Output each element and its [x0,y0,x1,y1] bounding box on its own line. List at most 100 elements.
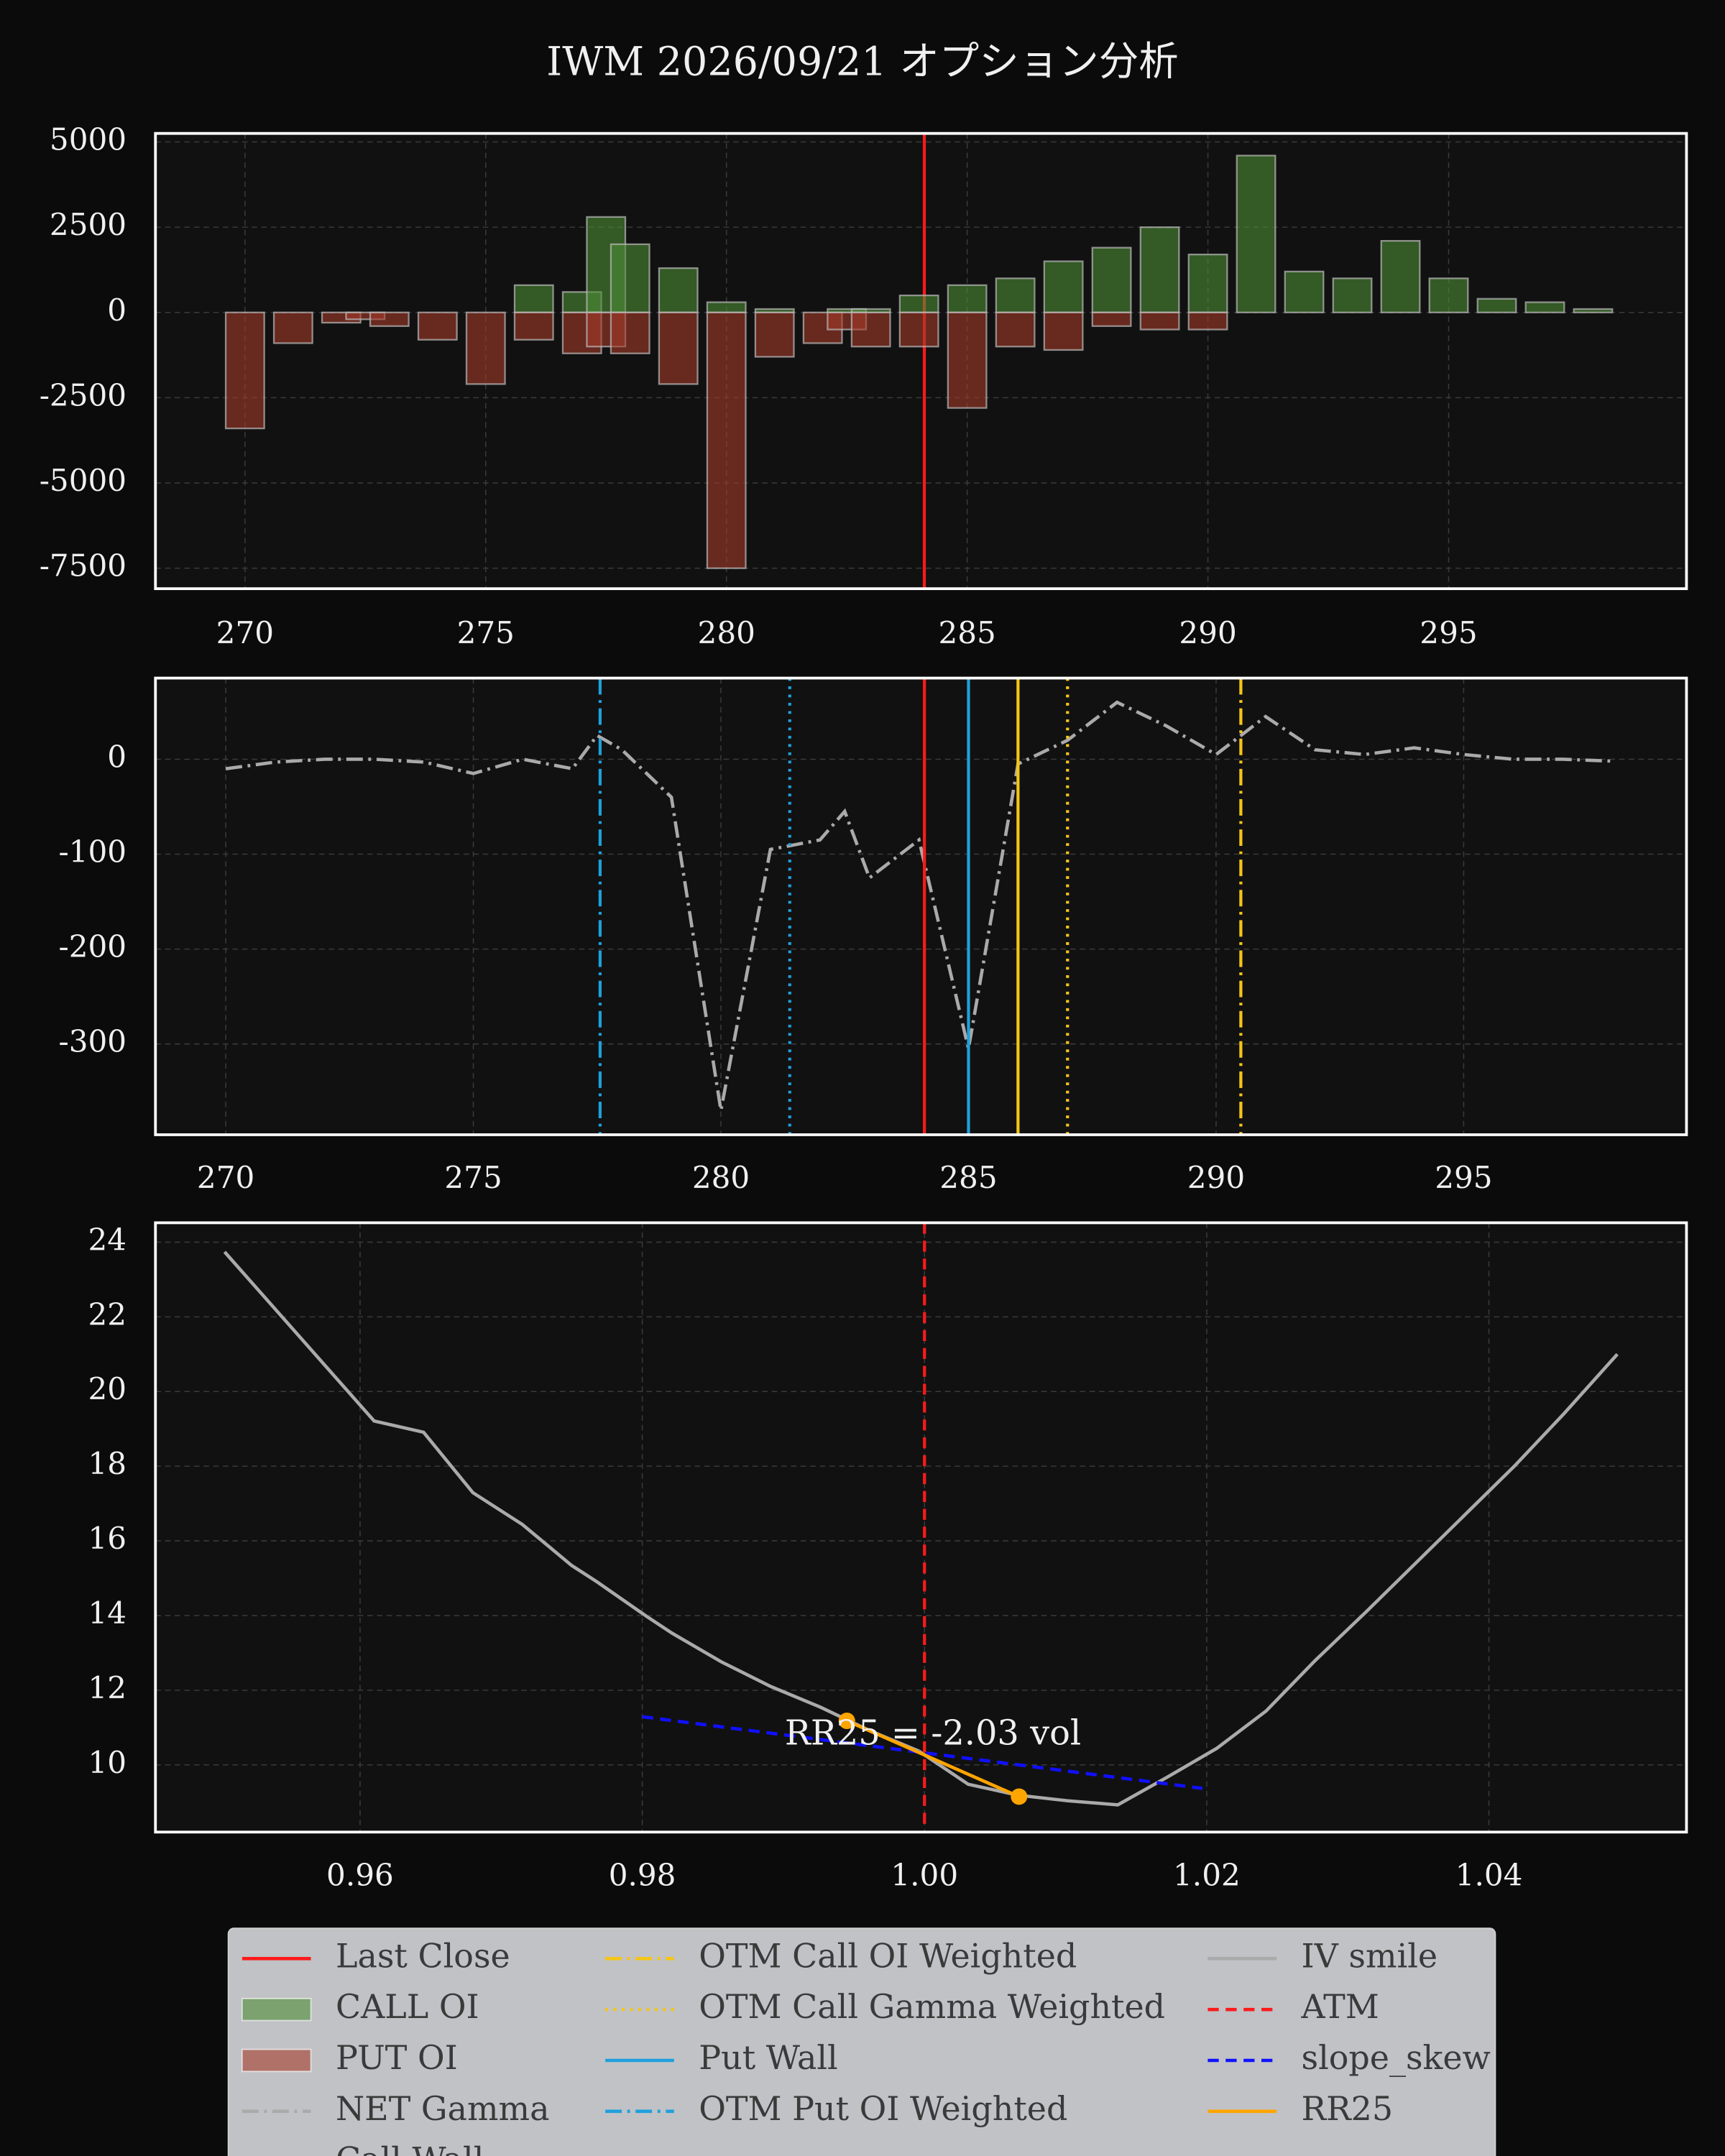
bar [898,294,939,313]
legend-patch [241,2048,312,2073]
y-tick-label: 0 [107,739,126,774]
x-tick-label: 270 [197,1160,254,1195]
bar [706,311,747,569]
bar [1043,311,1084,351]
bar [706,301,747,313]
plot-frame [154,1221,1688,1834]
legend-label: OTM Put OI Weighted [699,2089,1067,2128]
legend-label: NET Gamma [336,2089,549,2128]
bar [1187,311,1228,331]
x-tick-label: 280 [698,615,755,650]
bar [1091,311,1132,327]
legend-label: PUT OI [336,2038,458,2077]
y-tick-label: 5000 [50,122,126,157]
bar [513,284,554,313]
plot-layer [224,133,1614,589]
plot-area [155,1222,1687,1833]
bar [947,311,988,409]
y-tick-label: 2500 [50,207,126,242]
y-tick-label: 10 [88,1745,126,1780]
bar [417,311,458,341]
plot-layer [223,1222,1619,1833]
legend-patch [241,1997,312,2022]
marker [838,1712,855,1729]
bar [1332,277,1373,313]
bar [465,311,506,385]
legend-label: Last Close [336,1936,510,1975]
y-tick-label: -5000 [40,463,126,498]
plot-area [155,678,1687,1135]
bar [369,311,410,327]
legend-label: OTM Call OI Weighted [699,1936,1077,1975]
annotation: RR25 = -2.03 vol [785,1714,1081,1754]
y-tick-label: 20 [88,1371,126,1406]
bar [513,311,554,341]
x-tick-label: 1.04 [1455,1857,1523,1892]
legend-label: slope_skew [1302,2038,1491,2077]
bar [1139,311,1180,331]
bar [1091,247,1132,313]
plot-frame [154,132,1688,591]
bar [898,311,939,348]
plot-frame [154,676,1688,1136]
bar [1284,270,1325,313]
bar [1187,253,1228,313]
legend-label: ATM [1301,1987,1379,2026]
bar [224,311,265,430]
plot-area [155,133,1687,589]
bar [658,267,699,313]
y-tick-label: 22 [88,1296,126,1332]
legend: Last Close CALL OI PUT OI NET Gamma Call Wal… [227,1927,1496,2156]
x-tick-label: 290 [1179,615,1236,650]
plot-layer [225,678,1613,1135]
bar [1380,239,1421,313]
x-tick-label: 275 [457,615,515,650]
legend-label: Put Wall [699,2038,837,2077]
y-tick-label: 24 [88,1222,126,1257]
bar [754,311,795,358]
x-tick-label: 285 [939,1160,997,1195]
y-tick-label: 0 [107,292,126,328]
x-tick-label: 275 [444,1160,502,1195]
bar [1043,260,1084,313]
x-tick-label: 1.02 [1173,1857,1241,1892]
bar [1428,277,1469,313]
bar [1476,298,1517,313]
bar [610,311,650,354]
bar [1524,301,1565,313]
x-tick-label: 295 [1435,1160,1492,1195]
bar [658,311,699,385]
legend-box [227,1927,1496,2156]
bar [995,311,1036,348]
x-tick-label: 0.96 [326,1857,394,1892]
y-tick-label: -7500 [40,548,126,584]
y-tick-label: 16 [88,1521,126,1556]
x-tick-label: 270 [216,615,274,650]
y-tick-label: 12 [88,1670,126,1705]
bar [272,311,313,344]
y-tick-label: -100 [58,834,126,870]
bar [995,277,1036,313]
bar [947,284,988,313]
x-tick-label: 285 [938,615,995,650]
legend-label: CALL OI [336,1987,479,2026]
x-tick-label: 0.98 [609,1857,676,1892]
legend-label: Call Wall [336,2140,484,2156]
x-tick-label: 280 [692,1160,750,1195]
y-tick-label: -200 [58,929,126,964]
legend-label: OTM Call Gamma Weighted [699,1987,1165,2026]
bar [850,311,891,348]
y-tick-label: 14 [88,1595,126,1631]
x-tick-label: 295 [1420,615,1477,650]
bar [1573,308,1614,313]
bar [1236,155,1276,313]
line [223,1250,1619,1807]
y-tick-label: -300 [58,1024,126,1059]
x-tick-label: 290 [1187,1160,1245,1195]
chart-title: IWM 2026/09/21 オプション分析 [546,38,1178,85]
line [642,1715,1203,1790]
legend-label: RR25 [1302,2089,1394,2128]
line [225,700,1613,1111]
marker [1011,1788,1028,1805]
